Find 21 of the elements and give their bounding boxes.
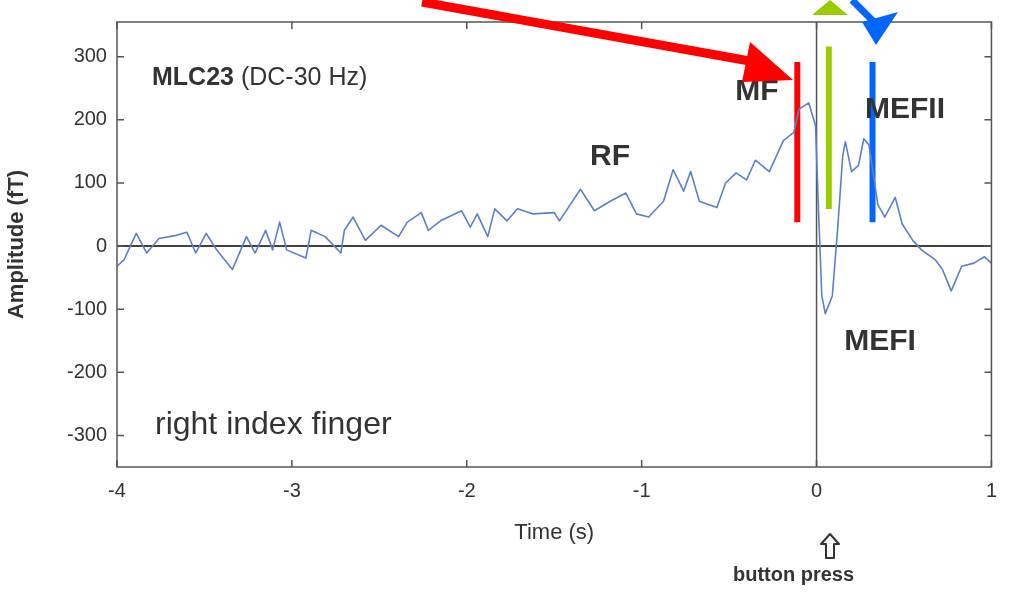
y-tick-label: 200	[73, 107, 107, 130]
y-tick-label: 0	[95, 233, 107, 256]
y-tick-label: -100	[66, 296, 107, 319]
annotation: RF	[590, 138, 630, 172]
text: button press	[733, 563, 855, 586]
x-tick-label: 1	[985, 478, 997, 501]
x-axis-title: Time (s)	[514, 518, 595, 544]
annotation: MLC23 (DC-30 Hz)	[152, 62, 368, 91]
y-tick-label: 300	[73, 44, 107, 67]
x-tick-label: -4	[108, 478, 126, 501]
y-tick-label: -300	[66, 422, 107, 445]
x-tick-label: 0	[810, 478, 823, 501]
annotation: MEFI	[844, 323, 916, 357]
annotation: MF	[735, 73, 779, 107]
annotation: right index finger	[155, 405, 392, 442]
x-tick-label: -3	[282, 478, 301, 501]
y-axis-title: Amplitude (fT)	[3, 169, 29, 320]
x-tick-label: -2	[457, 478, 476, 501]
y-tick-label: 100	[73, 170, 107, 193]
y-tick-label: -200	[66, 359, 107, 382]
x-tick-label: -1	[632, 478, 651, 501]
